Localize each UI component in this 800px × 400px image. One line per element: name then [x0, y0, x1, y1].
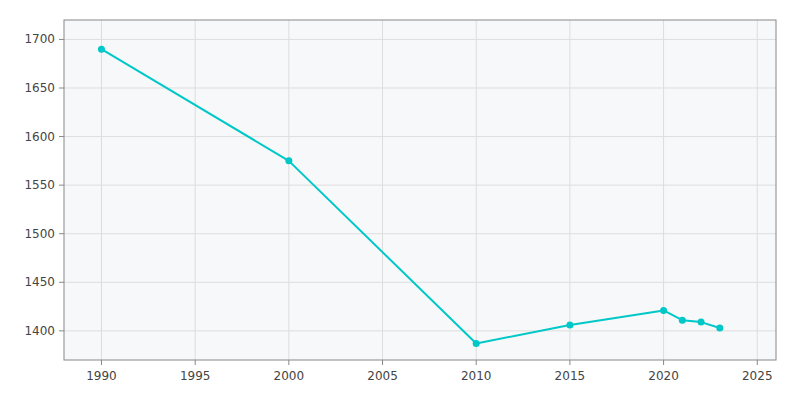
x-grid-line: [569, 20, 570, 360]
x-tick-label: 2020: [648, 369, 679, 383]
y-tick-label: 1550: [24, 178, 55, 192]
y-tick: [59, 282, 64, 283]
x-grid-line: [101, 20, 102, 360]
y-tick: [59, 88, 64, 89]
y-tick-label: 1500: [24, 227, 55, 241]
chart-svg: 1990 1995 2000 2005 2010 2015 2020 2025 1400 1450…: [0, 0, 800, 400]
point: [716, 324, 723, 331]
x-tick: [757, 360, 758, 365]
x-grid-line: [382, 20, 383, 360]
x-grid-line: [288, 20, 289, 360]
y-grid-line: [64, 282, 776, 283]
y-tick: [59, 185, 64, 186]
y-grid-line: [64, 330, 776, 331]
x-grid-line: [757, 20, 758, 360]
y-tick-label: 1450: [24, 275, 55, 289]
x-tick-label: 2010: [461, 369, 492, 383]
y-tick-label: 1600: [24, 130, 55, 144]
line: [101, 49, 719, 343]
plot-background: [64, 20, 776, 360]
x-tick-label: 2015: [555, 369, 586, 383]
y-tick: [59, 330, 64, 331]
y-tick-label: 1650: [24, 81, 55, 95]
y-tick: [59, 233, 64, 234]
y-tick: [59, 39, 64, 40]
point: [660, 307, 667, 314]
y-grid-line: [64, 185, 776, 186]
x-tick: [476, 360, 477, 365]
x-tick: [101, 360, 102, 365]
y-grid-line: [64, 233, 776, 234]
x-tick-label: 1995: [180, 369, 211, 383]
x-tick-label: 1990: [86, 369, 117, 383]
y-grid-line: [64, 39, 776, 40]
x-grid-line: [195, 20, 196, 360]
grid: [64, 20, 776, 360]
x-tick: [569, 360, 570, 365]
plot-frame: [64, 20, 776, 360]
point: [679, 317, 686, 324]
x-grid-line: [476, 20, 477, 360]
x-tick: [382, 360, 383, 365]
x-tick: [288, 360, 289, 365]
point: [566, 322, 573, 329]
x-tick-label: 2005: [367, 369, 398, 383]
y-grid-line: [64, 88, 776, 89]
point: [698, 319, 705, 326]
y-tick: [59, 136, 64, 137]
axes: 1990 1995 2000 2005 2010 2015 2020 2025 1400 1450…: [24, 32, 772, 383]
x-tick-label: 2000: [274, 369, 305, 383]
data-layer: [98, 46, 723, 347]
point: [473, 340, 480, 347]
point: [98, 46, 105, 53]
x-tick: [663, 360, 664, 365]
chart-container: 1990 1995 2000 2005 2010 2015 2020 2025 1400 1450…: [0, 0, 800, 400]
y-grid-line: [64, 136, 776, 137]
point: [285, 157, 292, 164]
y-tick-label: 1700: [24, 32, 55, 46]
x-tick-label: 2025: [742, 369, 773, 383]
y-tick-label: 1400: [24, 324, 55, 338]
x-tick: [195, 360, 196, 365]
